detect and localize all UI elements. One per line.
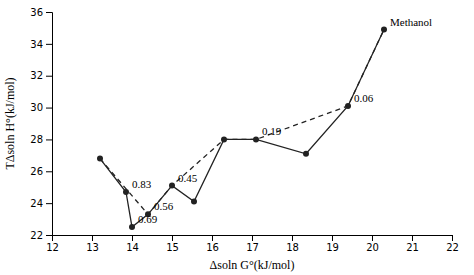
point: [129, 224, 135, 230]
x-tick-mark: [92, 235, 93, 241]
x-tick-mark: [172, 235, 173, 241]
annotations: 0.83 0.690.56 0.45 0.19 0.06 Methanol: [132, 16, 432, 226]
x-tick: 14: [126, 235, 139, 253]
y-axis: 22 24 26 28 30 32 34 36: [30, 7, 52, 241]
point: [191, 199, 197, 205]
x-tick: 19: [326, 235, 339, 253]
annotation: 0.19: [262, 125, 282, 137]
y-tick-mark: [46, 12, 52, 13]
y-tick-mark: [46, 235, 52, 236]
x-tick-mark: [252, 235, 253, 241]
y-tick-mark: [46, 203, 52, 204]
plot: 12 13 14 15 16 17 18 19 20 21 22 22 24 26 28 30 32 34 36 0.…: [30, 7, 459, 253]
x-tick-label: 15: [166, 242, 179, 253]
x-tick-label: 14: [126, 242, 139, 253]
y-tick: 28: [30, 134, 52, 145]
y-tick-label: 32: [30, 70, 43, 81]
annotation: 0.56: [154, 200, 174, 212]
point: [253, 136, 259, 142]
x-tick: 15: [166, 235, 179, 253]
x-tick: 12: [46, 235, 59, 253]
point: [123, 189, 129, 195]
y-tick-mark: [46, 108, 52, 109]
y-tick-label: 34: [30, 39, 43, 50]
annotation: 0.83: [132, 178, 152, 190]
annotation: 0.45: [178, 172, 198, 184]
marks: [97, 27, 387, 231]
x-tick-label: 17: [246, 242, 259, 253]
y-tick: 34: [30, 39, 52, 50]
y-tick: 30: [30, 102, 52, 113]
y-tick: 36: [30, 7, 52, 18]
x-tick-label: 12: [46, 242, 59, 253]
x-tick: 21: [406, 235, 419, 253]
y-axis-line: [46, 13, 53, 236]
x-tick-mark: [212, 235, 213, 241]
x-tick: 18: [286, 235, 299, 253]
x-tick-label: 16: [206, 242, 219, 253]
dashed-line: [100, 30, 384, 215]
x-tick-label: 19: [326, 242, 339, 253]
y-tick-label: 24: [30, 198, 43, 209]
x-axis: 12 13 14 15 16 17 18 19 20 21 22: [46, 235, 459, 253]
x-axis-line: [53, 236, 453, 242]
point: [303, 151, 309, 157]
x-tick-mark: [332, 235, 333, 241]
x-tick-label: 21: [406, 242, 419, 253]
x-tick-mark: [412, 235, 413, 241]
y-tick-label: 36: [30, 7, 43, 18]
y-tick: 24: [30, 198, 52, 209]
annotation: 0.06: [354, 92, 374, 104]
x-tick-label: 22: [446, 242, 459, 253]
y-tick-mark: [46, 139, 52, 140]
x-tick: 13: [86, 235, 99, 253]
annotation: Methanol: [390, 16, 432, 28]
chart: 12 13 14 15 16 17 18 19 20 21 22 22 24 26 28 30 32 34 36 0.…: [0, 0, 474, 275]
y-tick: 22: [30, 230, 52, 241]
x-tick-label: 20: [366, 242, 379, 253]
y-tick-mark: [46, 44, 52, 45]
point: [221, 136, 227, 142]
x-tick: 16: [206, 235, 219, 253]
x-tick-label: 13: [86, 242, 99, 253]
y-axis-title: TΔsoln H°(kJ/mol): [3, 77, 17, 169]
y-tick-label: 28: [30, 134, 43, 145]
y-tick-label: 22: [30, 230, 43, 241]
x-tick-mark: [132, 235, 133, 241]
x-tick-mark: [292, 235, 293, 241]
y-tick: 26: [30, 166, 52, 177]
y-tick: 32: [30, 70, 52, 81]
x-tick-label: 18: [286, 242, 299, 253]
y-tick-mark: [46, 76, 52, 77]
x-axis-title: Δsoln G°(kJ/mol): [210, 258, 295, 272]
point: [97, 156, 103, 162]
annotation: 0.69: [138, 213, 158, 225]
x-tick: 22: [446, 235, 459, 253]
y-tick-label: 26: [30, 166, 43, 177]
point: [345, 103, 351, 109]
y-tick-label: 30: [30, 102, 43, 113]
x-tick-mark: [372, 235, 373, 241]
x-tick-mark: [452, 235, 453, 241]
y-tick-mark: [46, 171, 52, 172]
point: [381, 27, 387, 33]
x-tick: 17: [246, 235, 259, 253]
x-tick: 20: [366, 235, 379, 253]
line: [100, 30, 384, 228]
point: [169, 183, 175, 189]
